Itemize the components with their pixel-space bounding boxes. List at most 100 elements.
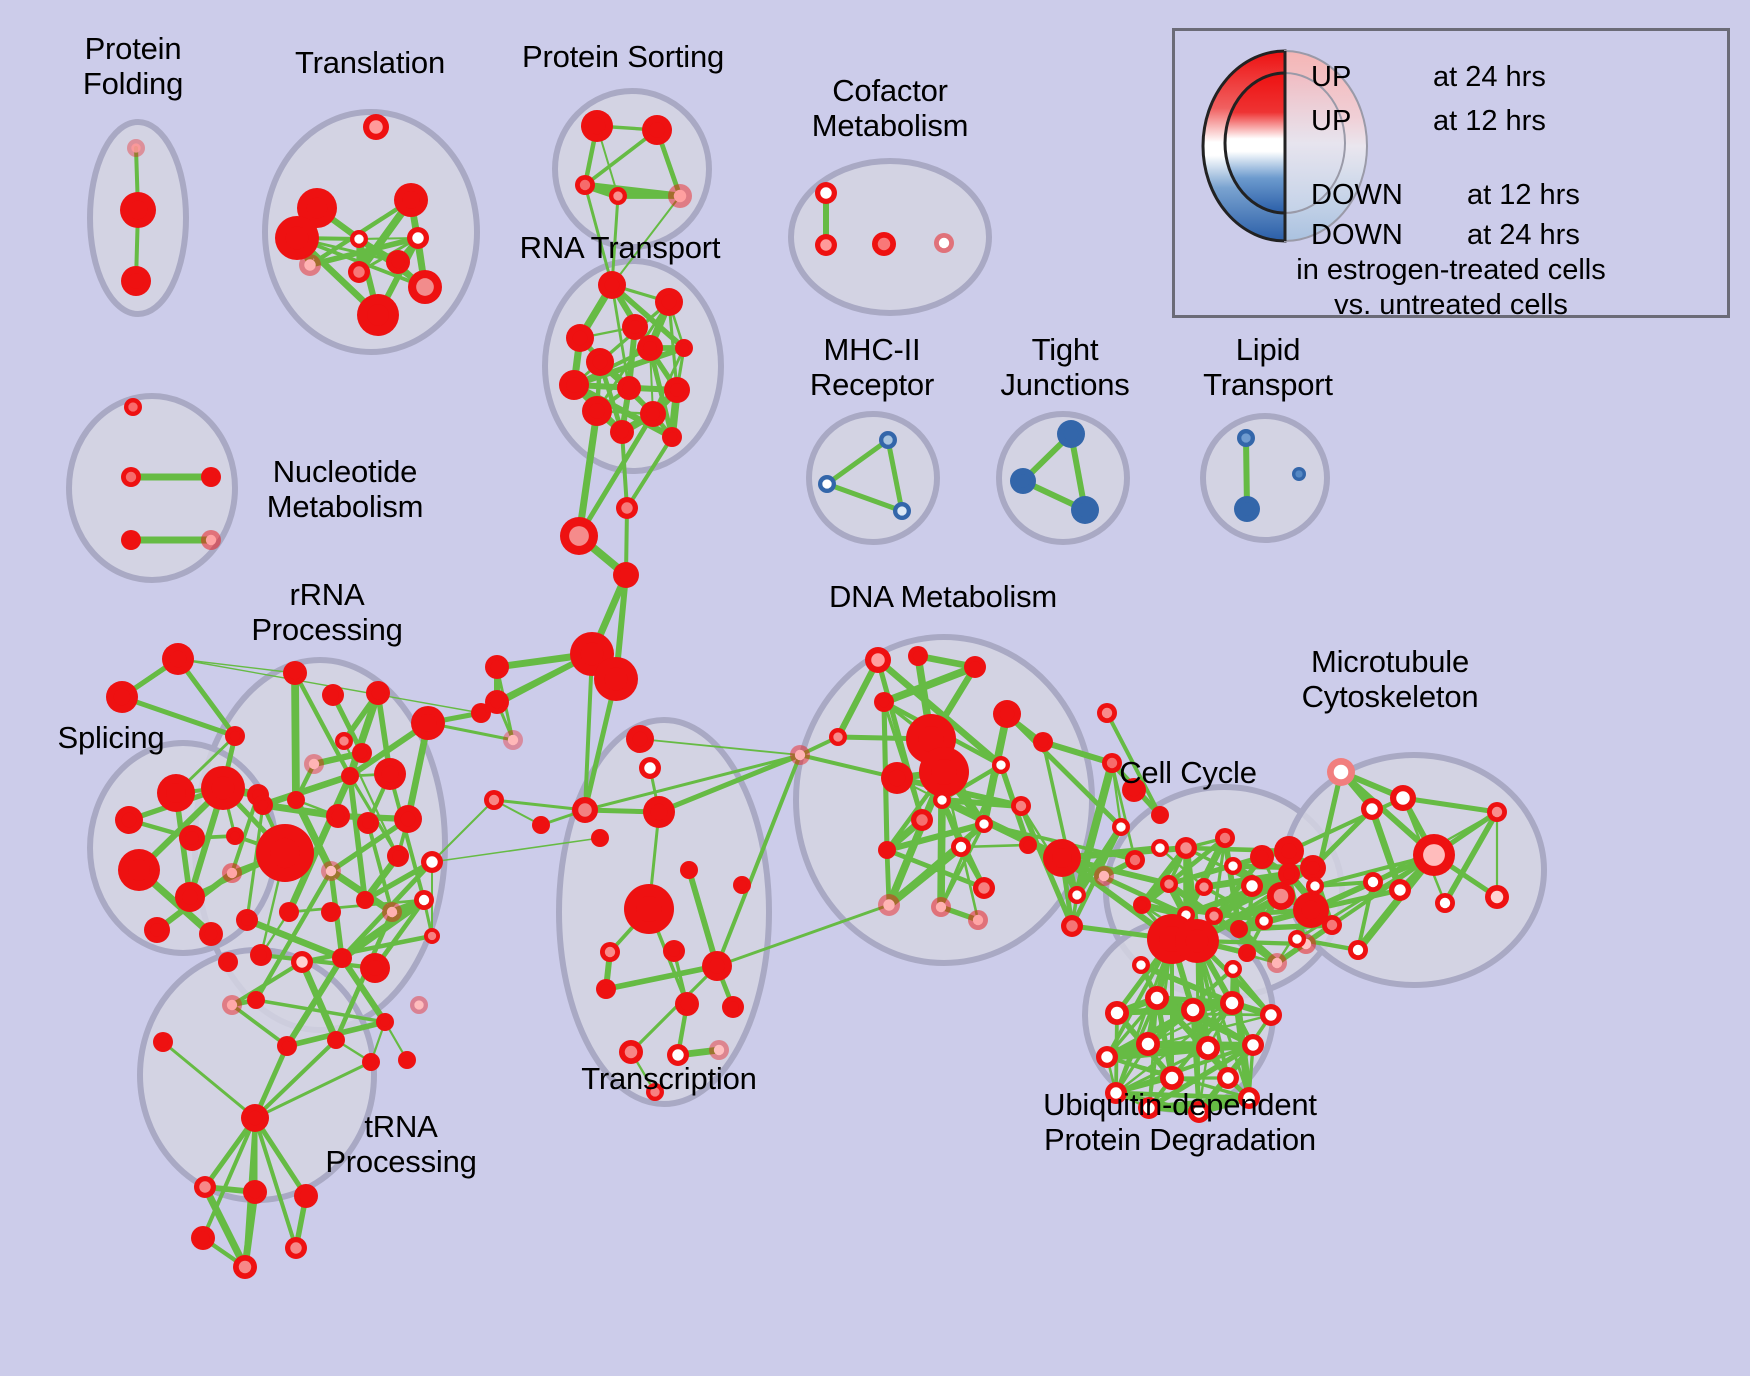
network-node[interactable] [1160, 1066, 1184, 1090]
network-node[interactable] [992, 756, 1010, 774]
network-node[interactable] [639, 757, 661, 779]
network-node[interactable] [287, 791, 305, 809]
network-node[interactable] [321, 861, 341, 881]
network-node[interactable] [226, 827, 244, 845]
network-node[interactable] [709, 1040, 729, 1060]
network-node[interactable] [1175, 919, 1219, 963]
network-node[interactable] [1389, 879, 1411, 901]
network-node[interactable] [153, 1032, 173, 1052]
network-node[interactable] [1181, 998, 1205, 1022]
network-node[interactable] [964, 656, 986, 678]
network-node[interactable] [662, 427, 682, 447]
network-node[interactable] [356, 891, 374, 909]
network-node[interactable] [408, 270, 442, 304]
network-node[interactable] [222, 863, 242, 883]
network-node[interactable] [1043, 839, 1081, 877]
network-node[interactable] [1238, 944, 1256, 962]
network-node[interactable] [1250, 845, 1274, 869]
network-node[interactable] [162, 643, 194, 675]
network-node[interactable] [1306, 877, 1324, 895]
network-node[interactable] [360, 953, 390, 983]
network-node[interactable] [586, 348, 614, 376]
network-node[interactable] [376, 1013, 394, 1031]
network-node[interactable] [243, 1180, 267, 1204]
network-node[interactable] [613, 562, 639, 588]
network-node[interactable] [594, 657, 638, 701]
network-node[interactable] [878, 894, 900, 916]
network-node[interactable] [1097, 703, 1117, 723]
network-node[interactable] [1019, 836, 1037, 854]
network-node[interactable] [322, 684, 344, 706]
network-node[interactable] [357, 812, 379, 834]
network-node[interactable] [973, 877, 995, 899]
network-node[interactable] [127, 139, 145, 157]
network-node[interactable] [201, 766, 245, 810]
network-node[interactable] [919, 747, 969, 797]
network-node[interactable] [283, 661, 307, 685]
network-node[interactable] [675, 992, 699, 1016]
network-node[interactable] [1435, 893, 1455, 913]
network-node[interactable] [222, 995, 242, 1015]
network-node[interactable] [637, 335, 663, 361]
network-node[interactable] [407, 227, 429, 249]
network-node[interactable] [818, 475, 836, 493]
network-node[interactable] [1255, 912, 1273, 930]
network-node[interactable] [582, 396, 612, 426]
network-node[interactable] [893, 502, 911, 520]
network-node[interactable] [341, 767, 359, 785]
network-node[interactable] [1322, 915, 1342, 935]
network-node[interactable] [424, 928, 440, 944]
network-node[interactable] [201, 530, 221, 550]
network-node[interactable] [348, 261, 370, 283]
network-node[interactable] [1205, 907, 1223, 925]
network-node[interactable] [675, 339, 693, 357]
network-node[interactable] [624, 884, 674, 934]
network-node[interactable] [815, 234, 837, 256]
network-node[interactable] [357, 294, 399, 336]
network-node[interactable] [1010, 468, 1036, 494]
network-node[interactable] [646, 1083, 664, 1101]
network-node[interactable] [598, 271, 626, 299]
network-node[interactable] [1122, 778, 1146, 802]
network-node[interactable] [879, 431, 897, 449]
network-node[interactable] [503, 730, 523, 750]
network-node[interactable] [250, 944, 272, 966]
network-node[interactable] [297, 188, 337, 228]
network-node[interactable] [1220, 991, 1244, 1015]
network-node[interactable] [865, 647, 891, 673]
network-node[interactable] [1390, 785, 1416, 811]
network-node[interactable] [581, 110, 613, 142]
network-node[interactable] [664, 377, 690, 403]
network-node[interactable] [610, 420, 634, 444]
network-node[interactable] [1293, 892, 1329, 928]
network-node[interactable] [1132, 956, 1150, 974]
network-node[interactable] [933, 791, 951, 809]
network-node[interactable] [225, 726, 245, 746]
network-node[interactable] [622, 314, 648, 340]
network-node[interactable] [1102, 753, 1122, 773]
network-node[interactable] [1348, 940, 1368, 960]
network-node[interactable] [1071, 496, 1099, 524]
network-node[interactable] [1487, 802, 1507, 822]
network-node[interactable] [874, 692, 894, 712]
network-node[interactable] [1151, 806, 1169, 824]
network-node[interactable] [374, 758, 406, 790]
network-node[interactable] [394, 805, 422, 833]
network-node[interactable] [609, 187, 627, 205]
network-node[interactable] [241, 1104, 269, 1132]
network-node[interactable] [993, 700, 1021, 728]
network-node[interactable] [410, 996, 428, 1014]
network-node[interactable] [1033, 732, 1053, 752]
network-node[interactable] [121, 530, 141, 550]
network-node[interactable] [1196, 1036, 1220, 1060]
network-node[interactable] [1292, 467, 1306, 481]
network-node[interactable] [733, 876, 751, 894]
network-node[interactable] [1267, 953, 1287, 973]
network-node[interactable] [815, 182, 837, 204]
network-node[interactable] [642, 115, 672, 145]
network-node[interactable] [471, 703, 491, 723]
network-node[interactable] [640, 401, 666, 427]
network-node[interactable] [1361, 798, 1383, 820]
network-node[interactable] [560, 517, 598, 555]
network-node[interactable] [617, 376, 641, 400]
